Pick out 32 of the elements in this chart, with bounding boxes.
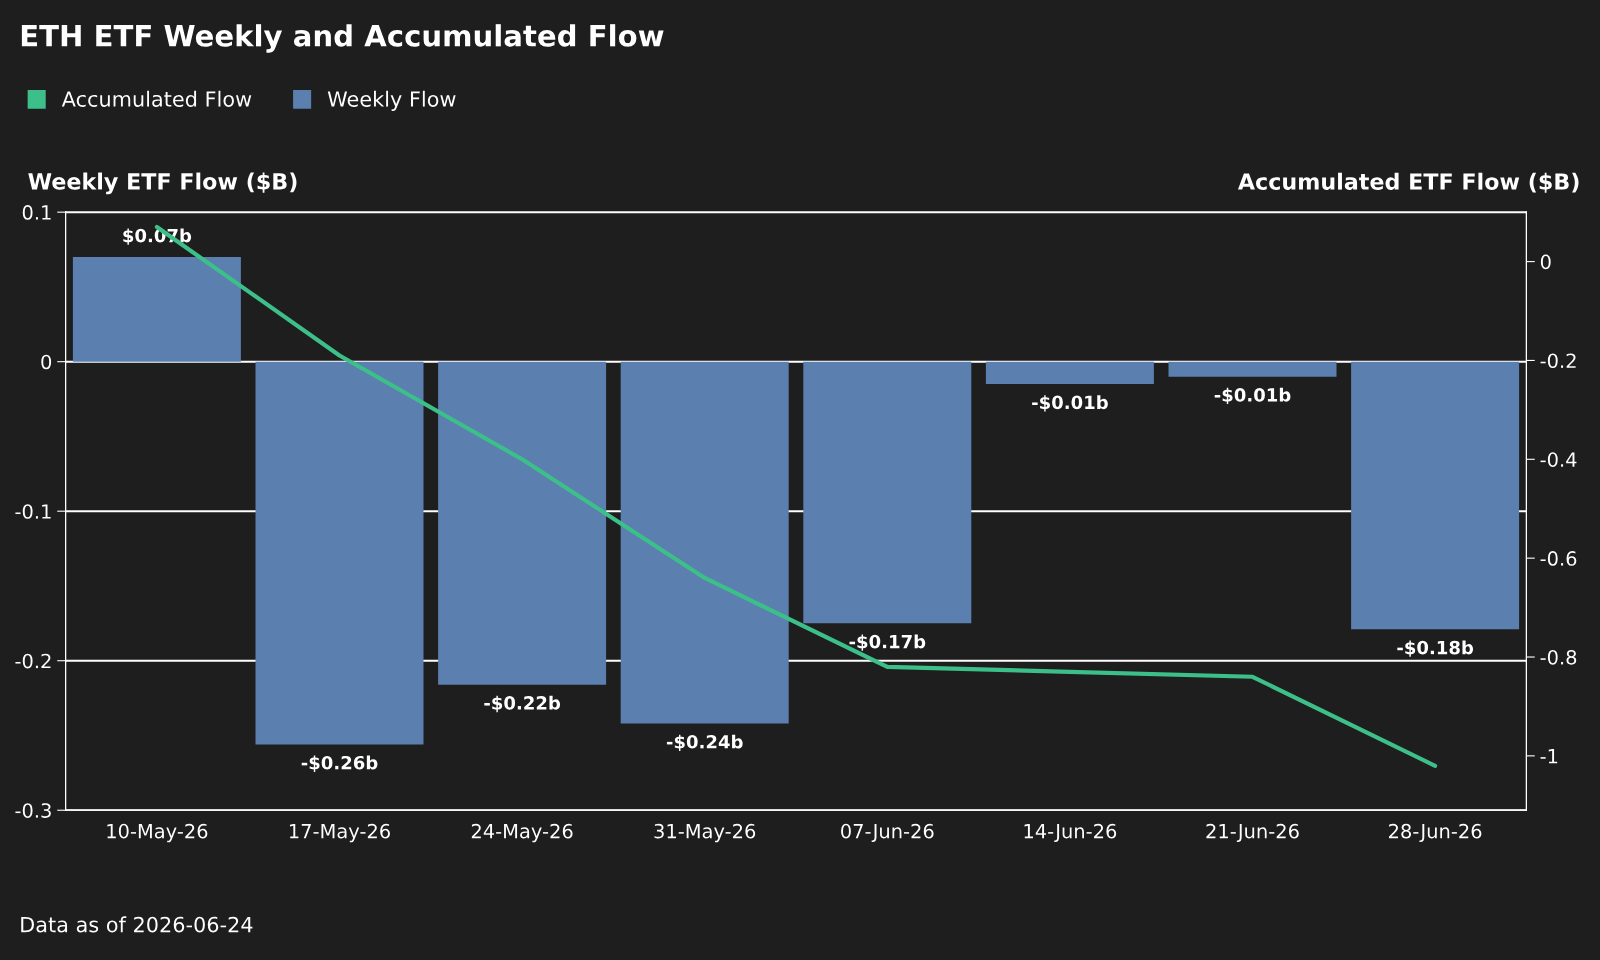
- y2-tick-label: -0.4: [1540, 452, 1577, 467]
- data-label: -$0.24b: [666, 734, 743, 751]
- y-tick-label: -0.3: [15, 803, 51, 818]
- x-tick-label: 07-Jun-26: [841, 823, 934, 843]
- x-tick-label: 14-Jun-26: [1024, 823, 1117, 843]
- text: Data as of 2026-06-24: [21, 916, 253, 933]
- legend-label: Accumulated Flow: [61, 90, 252, 107]
- y2-tick-label: -0.2: [1540, 353, 1576, 369]
- x-tick-label: 21-Jun-26: [1206, 823, 1299, 843]
- y2-tick-label: 0: [1540, 254, 1551, 270]
- y-tick-label: -0.1: [15, 504, 51, 519]
- y2-tick-label: -0.6: [1540, 551, 1577, 566]
- chart-title: ETH ETF Weekly and Accumulated Flow: [21, 24, 664, 53]
- y-tick-label: -0.2: [15, 653, 51, 669]
- legend-label: Weekly Flow: [327, 90, 456, 111]
- y2-tick-label: -1: [1540, 749, 1558, 764]
- y-tick-label: 0.1: [22, 205, 51, 220]
- x-tick-label: 28-Jun-26: [1389, 823, 1482, 843]
- y2-tick-label: -0.8: [1540, 649, 1577, 665]
- data-label: -$0.01b: [1032, 395, 1108, 412]
- y-axis-title: Weekly ETF Flow ($B): [28, 172, 297, 195]
- data-label: -$0.01b: [1214, 387, 1291, 405]
- y2-axis-title: Accumulated ETF Flow ($B): [1237, 172, 1579, 193]
- data-label: -$0.17b: [849, 634, 926, 651]
- y-tick-label: 0: [41, 354, 52, 370]
- x-tick-label: 17-May-26: [289, 823, 390, 843]
- x-tick-label: 10-May-26: [107, 823, 208, 843]
- data-label: -$0.18b: [1397, 640, 1474, 657]
- data-label: -$0.26b: [301, 755, 378, 772]
- data-label: -$0.22b: [484, 695, 561, 713]
- x-tick-label: 31-May-26: [654, 823, 756, 843]
- x-tick-label: 24-May-26: [471, 823, 573, 843]
